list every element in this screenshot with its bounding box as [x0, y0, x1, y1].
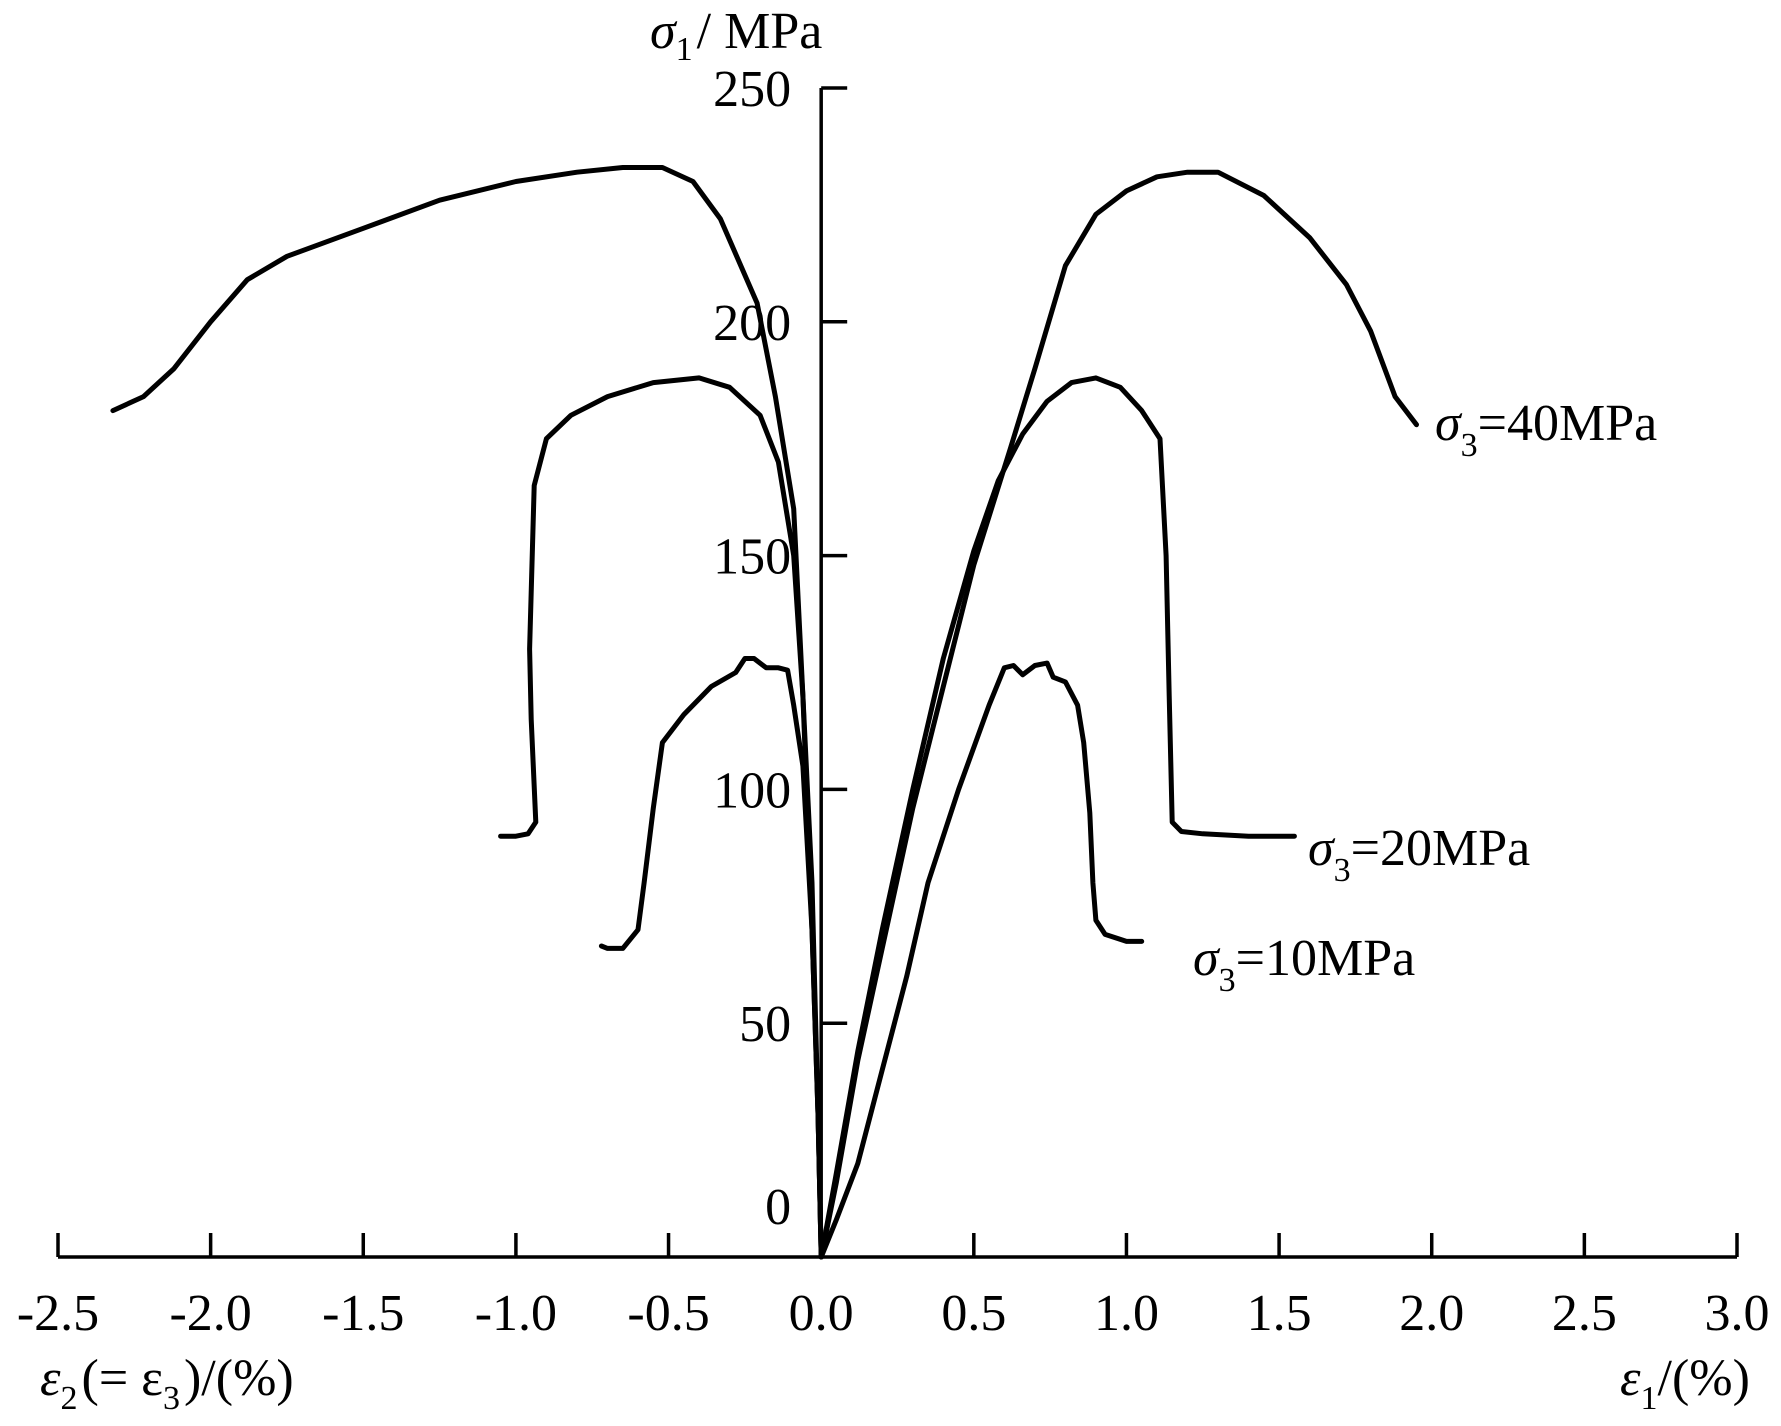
x-tick-label: 2.0 — [1399, 1285, 1464, 1342]
y-tick-label: 0 — [765, 1179, 791, 1236]
x-tick-label: 2.5 — [1552, 1285, 1617, 1342]
x-tick-label: 0.5 — [941, 1285, 1006, 1342]
curve-axial-s1 — [818, 375, 1297, 1260]
x-tick-label: -2.5 — [17, 1285, 99, 1342]
tick-labels: -2.5 -2.0 -1.5 -1.0 -0.5 0.0 0.5 1.0 1.5 2.0 2.5 3.… — [17, 61, 1770, 1342]
x-tick-label: 1.5 — [1247, 1285, 1312, 1342]
x-tick-label: -1.0 — [475, 1285, 557, 1342]
y-tick-label: 200 — [713, 295, 791, 352]
axes — [58, 88, 1737, 1259]
y-tick-label: 100 — [713, 762, 791, 819]
x-tick-label: 1.0 — [1094, 1285, 1159, 1342]
curve-axial-s2 — [818, 660, 1145, 1260]
tick-marks — [56, 86, 1739, 1257]
label-s40: σ3=40MPa — [1435, 395, 1657, 464]
y-axis-title: σ1/ MPa — [650, 3, 822, 68]
curve-lateral-s2 — [598, 656, 824, 1260]
curve-axial-s0 — [818, 169, 1419, 1260]
label-s20: σ3=20MPa — [1308, 820, 1530, 889]
curve-lateral-s1 — [498, 375, 824, 1260]
x-tick-label: -2.0 — [169, 1285, 251, 1342]
y-tick-label: 150 — [713, 529, 791, 586]
y-tick-label: 50 — [739, 996, 791, 1053]
curves — [110, 165, 1419, 1260]
label-s10: σ3=10MPa — [1193, 930, 1415, 999]
x-axis-title-right: ε1/(%) — [1620, 1350, 1750, 1417]
curve-labels: σ3=40MPa σ3=20MPa σ3=10MPa — [1193, 395, 1657, 999]
y-tick-label: 250 — [713, 61, 791, 118]
x-tick-label: -0.5 — [627, 1285, 709, 1342]
x-axis-title-left: ε2(= ε3)/(%) — [40, 1350, 294, 1417]
x-tick-label: -1.5 — [322, 1285, 404, 1342]
x-tick-label: 0.0 — [789, 1285, 854, 1342]
x-tick-label: 3.0 — [1705, 1285, 1770, 1342]
